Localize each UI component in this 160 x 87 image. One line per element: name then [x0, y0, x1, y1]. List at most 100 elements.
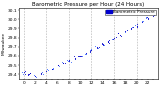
- Point: [145, 17, 148, 18]
- Point: [89, 49, 92, 50]
- Point: [64, 62, 66, 64]
- Point: [152, 15, 155, 16]
- Point: [23, 70, 26, 72]
- Point: [22, 73, 24, 75]
- Point: [89, 49, 91, 51]
- Point: [117, 33, 120, 34]
- Point: [130, 28, 132, 29]
- Point: [89, 51, 92, 52]
- Point: [46, 68, 49, 70]
- Point: [57, 64, 60, 66]
- Point: [40, 73, 42, 74]
- Point: [141, 21, 143, 22]
- Point: [52, 67, 55, 69]
- Point: [23, 72, 25, 73]
- Point: [73, 57, 76, 58]
- Point: [135, 25, 138, 26]
- Point: [130, 28, 132, 29]
- Point: [67, 60, 69, 61]
- Point: [28, 73, 31, 74]
- Point: [84, 53, 86, 55]
- Point: [84, 52, 87, 54]
- Point: [124, 30, 127, 32]
- Point: [117, 33, 119, 34]
- Point: [62, 63, 64, 64]
- Point: [96, 46, 98, 47]
- Point: [39, 73, 42, 74]
- Point: [112, 38, 114, 39]
- Legend: Barometric Pressure: Barometric Pressure: [105, 10, 156, 15]
- Point: [113, 38, 115, 39]
- Point: [89, 50, 92, 51]
- Point: [111, 38, 114, 39]
- Title: Barometric Pressure per Hour (24 Hours): Barometric Pressure per Hour (24 Hours): [32, 2, 145, 7]
- Point: [79, 55, 81, 57]
- Point: [106, 41, 109, 42]
- Point: [107, 41, 110, 42]
- Point: [135, 26, 138, 27]
- Point: [97, 47, 100, 48]
- Point: [106, 41, 109, 42]
- Point: [24, 73, 27, 74]
- Point: [108, 42, 110, 44]
- Point: [77, 56, 80, 57]
- Point: [131, 26, 133, 27]
- Point: [51, 68, 53, 69]
- Point: [131, 26, 134, 27]
- Point: [21, 71, 24, 72]
- Point: [147, 18, 149, 20]
- Point: [51, 68, 53, 69]
- Point: [134, 25, 136, 26]
- Point: [142, 20, 144, 21]
- Point: [62, 63, 64, 64]
- Point: [41, 71, 43, 73]
- Point: [29, 72, 32, 73]
- Point: [68, 60, 70, 61]
- Point: [101, 42, 104, 44]
- Point: [136, 26, 138, 28]
- Point: [94, 46, 97, 47]
- Point: [115, 36, 117, 38]
- Point: [145, 17, 147, 18]
- Point: [102, 44, 105, 46]
- Point: [80, 55, 83, 56]
- Point: [100, 43, 103, 45]
- Point: [41, 74, 44, 75]
- Point: [120, 36, 122, 37]
- Point: [77, 55, 80, 56]
- Point: [69, 61, 72, 62]
- Point: [97, 46, 100, 47]
- Point: [90, 50, 93, 51]
- Point: [103, 44, 106, 46]
- Point: [58, 66, 60, 67]
- Point: [147, 18, 149, 19]
- Point: [108, 39, 111, 40]
- Point: [118, 34, 121, 35]
- Point: [126, 29, 128, 30]
- Point: [152, 14, 155, 16]
- Point: [56, 64, 59, 66]
- Point: [28, 74, 31, 75]
- Point: [27, 75, 29, 76]
- Point: [136, 24, 139, 25]
- Point: [101, 43, 104, 45]
- Point: [85, 54, 88, 55]
- Point: [74, 59, 76, 60]
- Point: [52, 68, 54, 70]
- Point: [80, 55, 82, 57]
- Point: [45, 70, 48, 71]
- Point: [34, 75, 36, 77]
- Point: [152, 14, 155, 15]
- Point: [123, 31, 126, 32]
- Point: [141, 21, 143, 23]
- Y-axis label: Milwaukee: Milwaukee: [2, 32, 6, 55]
- Point: [34, 77, 37, 78]
- Point: [27, 73, 30, 74]
- Point: [145, 16, 148, 18]
- Point: [68, 60, 70, 62]
- Point: [96, 47, 98, 48]
- Point: [73, 56, 75, 57]
- Point: [66, 59, 69, 61]
- Point: [32, 74, 35, 76]
- Point: [47, 70, 49, 71]
